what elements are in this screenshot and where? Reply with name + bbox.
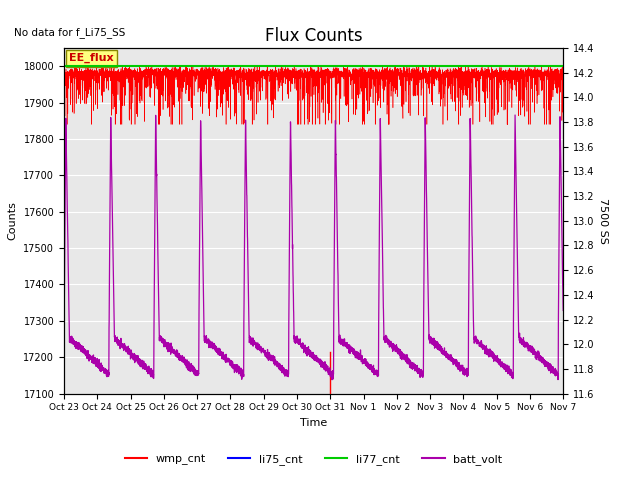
Text: EE_flux: EE_flux — [69, 53, 114, 63]
Title: Flux Counts: Flux Counts — [265, 27, 362, 45]
Y-axis label: Counts: Counts — [8, 202, 18, 240]
Text: No data for f_Li75_SS: No data for f_Li75_SS — [14, 27, 125, 38]
Legend: wmp_cnt, li75_cnt, li77_cnt, batt_volt: wmp_cnt, li75_cnt, li77_cnt, batt_volt — [120, 450, 507, 469]
Y-axis label: 7500 SS: 7500 SS — [598, 198, 609, 244]
X-axis label: Time: Time — [300, 418, 327, 428]
